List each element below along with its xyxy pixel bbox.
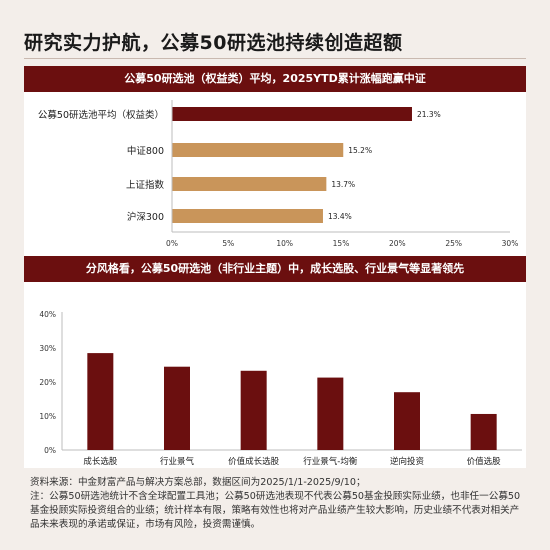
bottom-chart-card: 分风格看，公募50研选池（非行业主题）中，成长选股、行业景气等显著领先 0% 10… [24, 256, 526, 468]
vbar-category-label: 成长选股 [83, 456, 118, 467]
vbar-category-label: 价值选股 [467, 456, 502, 467]
vbar [164, 366, 190, 450]
hbar [172, 209, 323, 223]
hbar-value-label: 21.3% [417, 110, 441, 119]
vbar-category-label: 行业景气 [160, 456, 195, 467]
hbar-x-tick-label: 15% [333, 239, 350, 248]
hbar [172, 107, 412, 121]
hbar [172, 177, 327, 191]
vbar [240, 370, 267, 450]
hbar-x-tick-label: 10% [276, 239, 293, 248]
vertical-bar-chart: 0% 10% 20% 30% 40% 成长选股 行业景气 价值成长选股 行业景气-均衡 逆向投资 价… [39, 310, 522, 467]
vbar-category-label: 价值成长选股 [228, 456, 280, 467]
footnote-source: 资料来源：中金财富产品与解决方案总部，数据区间为2025/1/1-2025/9/… [30, 477, 366, 488]
vbar-y-tick-label: 40% [39, 310, 56, 319]
vbar-category-label: 行业景气-均衡 [303, 456, 358, 467]
vbar-y-tick-label: 30% [39, 344, 56, 353]
vbar-y-tick-label: 20% [39, 378, 56, 387]
title-divider [24, 58, 526, 59]
hbar-category-label: 公募50研选池平均（权益类） [38, 109, 164, 121]
vbar-y-tick-label: 0% [44, 446, 56, 455]
hbar-category-label: 沪深300 [127, 211, 164, 223]
top-chart-card: 公募50研选池（权益类）平均，2025YTD累计涨幅跑赢中证 公募50研选池平均… [24, 66, 526, 256]
hbar-x-tick-label: 25% [445, 239, 462, 248]
footnote: 资料来源：中金财富产品与解决方案总部，数据区间为2025/1/1-2025/9/… [30, 476, 526, 532]
vbar [317, 377, 344, 450]
hbar-x-tick-label: 5% [222, 239, 234, 248]
bottom-chart-header: 分风格看，公募50研选池（非行业主题）中，成长选股、行业景气等显著领先 [24, 256, 526, 282]
hbar-value-label: 13.4% [328, 212, 352, 221]
hbar-x-tick-label: 30% [502, 239, 519, 248]
top-chart-header: 公募50研选池（权益类）平均，2025YTD累计涨幅跑赢中证 [24, 66, 526, 92]
page-title: 研究实力护航，公募50研选池持续创造超额 [24, 32, 403, 54]
hbar [172, 143, 344, 157]
footnote-disclaimer: 注：公募50研选池统计不含全球配置工具池；公募50研选池表现不代表公募50基金投… [30, 491, 521, 530]
hbar-category-label: 上证指数 [126, 179, 165, 191]
vbar-category-label: 逆向投资 [390, 456, 425, 467]
vbar [470, 413, 497, 450]
hbar-value-label: 13.7% [331, 180, 355, 189]
hbar-x-tick-label: 0% [166, 239, 178, 248]
horizontal-bar-chart: 公募50研选池平均（权益类） 21.3% 中证800 15.2% 上证指数 13.7% 沪深… [38, 100, 519, 248]
hbar-value-label: 15.2% [348, 146, 372, 155]
hbar-category-label: 中证800 [127, 145, 164, 157]
hbar-x-tick-label: 20% [389, 239, 406, 248]
vbar-y-tick-label: 10% [39, 412, 56, 421]
vbar [87, 353, 114, 450]
vbar [394, 392, 420, 450]
